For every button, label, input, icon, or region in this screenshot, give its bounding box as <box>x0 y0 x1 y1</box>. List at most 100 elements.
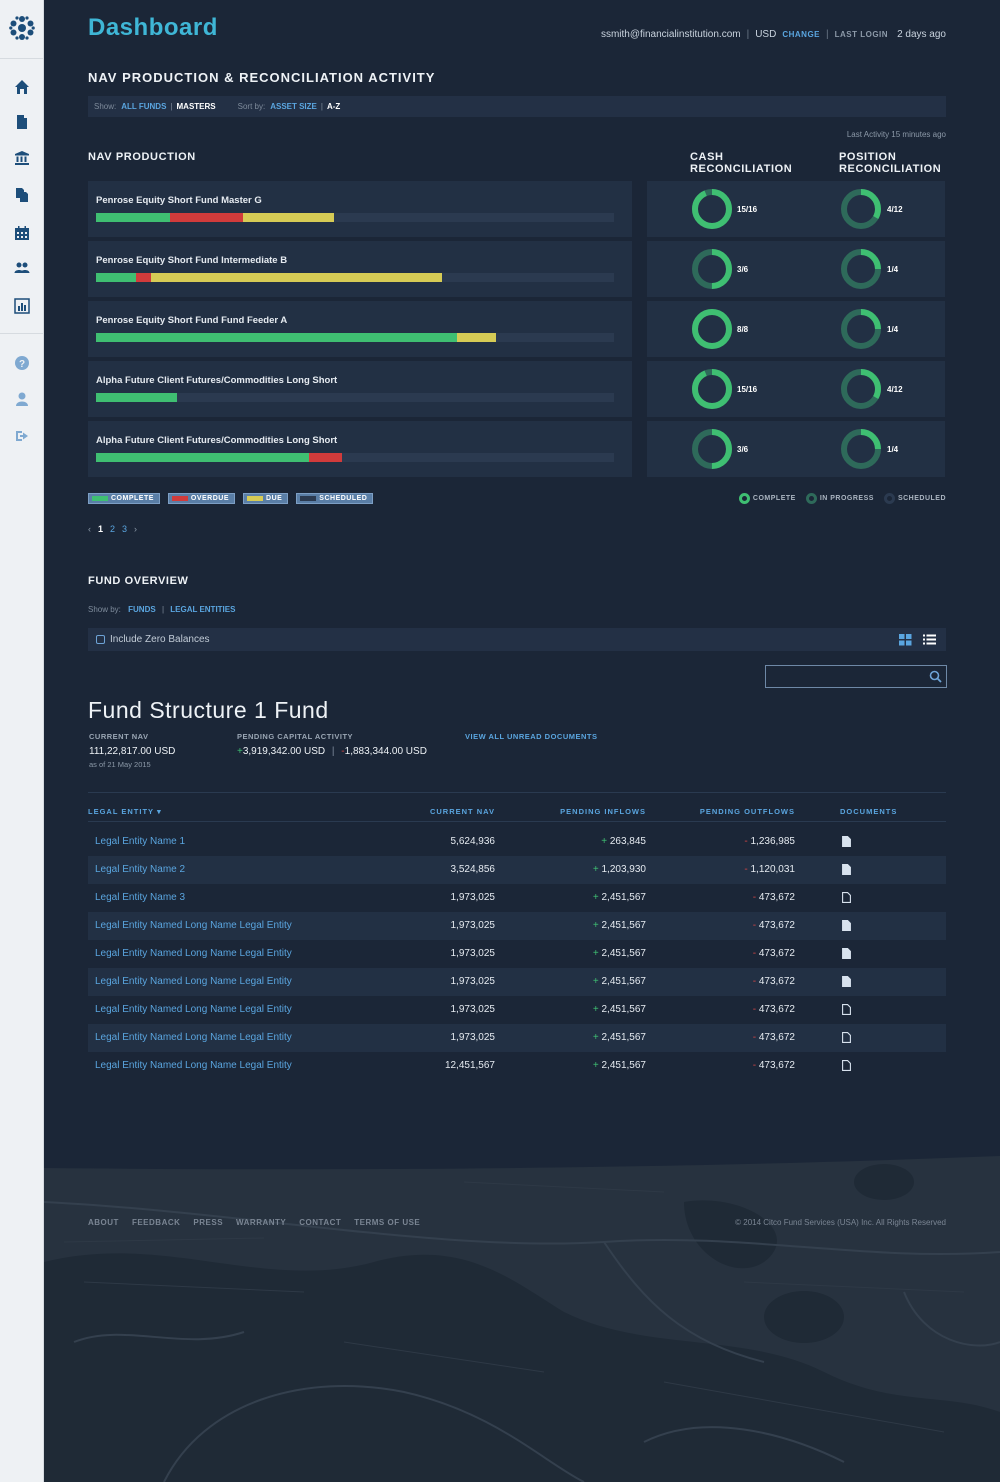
outflow-value: 473,672 <box>758 1032 795 1043</box>
pager-page-2[interactable]: 2 <box>110 524 116 534</box>
legal-entity-link[interactable]: Legal Entity Name 2 <box>95 864 186 875</box>
reconciliation-row: 3/6 1/4 <box>647 421 945 477</box>
document-icon[interactable] <box>842 976 851 987</box>
nav-row[interactable]: Penrose Equity Short Fund Master G <box>88 181 632 237</box>
col-pending-inflows[interactable]: PENDING INFLOWS <box>560 807 646 816</box>
search-icon[interactable] <box>929 670 942 683</box>
logo-icon[interactable] <box>9 15 35 41</box>
position-reconciliation-donut <box>841 189 881 229</box>
table-row[interactable]: Legal Entity Named Long Name Legal Entit… <box>88 1052 946 1080</box>
table-row[interactable]: Legal Entity Name 3 1,973,025 + 2,451,567 -… <box>88 884 946 912</box>
include-zero-checkbox[interactable] <box>96 635 105 644</box>
legal-entity-link[interactable]: Legal Entity Named Long Name Legal Entit… <box>95 1032 292 1043</box>
document-icon[interactable] <box>842 948 851 959</box>
separator: | <box>331 746 335 757</box>
position-reconciliation-title: POSITION RECONCILIATION <box>839 151 941 175</box>
document-icon[interactable] <box>842 892 851 903</box>
help-icon[interactable]: ? <box>12 353 32 373</box>
footer-link-press[interactable]: PRESS <box>193 1218 224 1227</box>
show-by-legal-entities[interactable]: LEGAL ENTITIES <box>170 605 236 614</box>
pending-inflow-cell: + 2,451,567 <box>593 920 646 931</box>
document-icon[interactable] <box>842 1004 851 1015</box>
nav-row[interactable]: Penrose Equity Short Fund Fund Feeder A <box>88 301 632 357</box>
col-current-nav[interactable]: CURRENT NAV <box>429 807 495 816</box>
sort-a-z[interactable]: A-Z <box>326 102 341 111</box>
bank-icon[interactable] <box>12 148 32 168</box>
copy-icon[interactable] <box>12 185 32 205</box>
legal-entity-link[interactable]: Legal Entity Named Long Name Legal Entit… <box>95 920 292 931</box>
users-icon[interactable] <box>12 258 32 278</box>
list-view-icon[interactable] <box>923 633 936 646</box>
legal-entity-link[interactable]: Legal Entity Named Long Name Legal Entit… <box>95 1060 292 1071</box>
cash-reconciliation-label: 3/6 <box>737 265 749 274</box>
col-pending-outflows[interactable]: PENDING OUTFLOWS <box>699 807 795 816</box>
inflow-value: 2,451,567 <box>601 948 647 959</box>
table-row[interactable]: Legal Entity Name 1 5,624,936 + 263,845 - 1… <box>88 828 946 856</box>
user-icon[interactable] <box>12 389 32 409</box>
logout-icon[interactable] <box>12 426 32 446</box>
table-row[interactable]: Legal Entity Name 2 3,524,856 + 1,203,930 -… <box>88 856 946 884</box>
donut-legend-complete: COMPLETE <box>738 493 796 504</box>
pager-next[interactable]: › <box>134 524 138 534</box>
document-icon[interactable] <box>842 1060 851 1071</box>
pager-prev[interactable]: ‹ <box>88 524 91 534</box>
footer-link-contact[interactable]: CONTACT <box>299 1218 342 1227</box>
show-label: Show: <box>94 102 117 111</box>
position-reconciliation-label: 4/12 <box>887 205 903 214</box>
table-row[interactable]: Legal Entity Named Long Name Legal Entit… <box>88 996 946 1024</box>
change-currency-link[interactable]: CHANGE <box>782 30 820 39</box>
bar-segment-complete <box>96 453 310 462</box>
legal-entity-link[interactable]: Legal Entity Named Long Name Legal Entit… <box>95 976 292 987</box>
home-icon[interactable] <box>12 77 32 97</box>
filter-masters[interactable]: MASTERS <box>176 102 216 111</box>
nav-row[interactable]: Penrose Equity Short Fund Intermediate B <box>88 241 632 297</box>
document-icon[interactable] <box>842 836 851 847</box>
donut-legend-in-progress: IN PROGRESS <box>805 493 874 504</box>
view-unread-documents-link[interactable]: VIEW ALL UNREAD DOCUMENTS <box>465 732 598 741</box>
bar-chart-icon[interactable] <box>12 296 32 316</box>
footer-link-warranty[interactable]: WARRANTY <box>236 1218 287 1227</box>
nav-row[interactable]: Alpha Future Client Futures/Commodities … <box>88 421 632 477</box>
legend-complete: COMPLETE <box>88 493 160 504</box>
show-by-funds[interactable]: FUNDS <box>128 605 156 614</box>
document-icon[interactable] <box>842 1032 851 1043</box>
document-icon[interactable] <box>842 920 851 931</box>
grid-view-icon[interactable] <box>899 633 912 646</box>
table-header: LEGAL ENTITY ▾ CURRENT NAV PENDING INFLO… <box>88 800 946 822</box>
table-row[interactable]: Legal Entity Named Long Name Legal Entit… <box>88 968 946 996</box>
documents-cell <box>842 892 851 906</box>
calendar-icon[interactable] <box>12 223 32 243</box>
footer-link-about[interactable]: ABOUT <box>88 1218 119 1227</box>
pending-outflow-cell: - 473,672 <box>753 1060 795 1071</box>
outflow-value: 473,672 <box>758 892 795 903</box>
legend-due: DUE <box>243 493 289 504</box>
position-reconciliation-label: 1/4 <box>887 445 899 454</box>
donut-fill <box>841 309 881 349</box>
pager-page-1[interactable]: 1 <box>98 524 104 534</box>
plus-sign: + <box>592 1004 602 1015</box>
search-input[interactable] <box>766 666 926 687</box>
table-row[interactable]: Legal Entity Named Long Name Legal Entit… <box>88 912 946 940</box>
pending-inflow-cell: + 2,451,567 <box>593 892 646 903</box>
footer-link-feedback[interactable]: FEEDBACK <box>131 1218 181 1227</box>
table-row[interactable]: Legal Entity Named Long Name Legal Entit… <box>88 940 946 968</box>
col-legal-entity[interactable]: LEGAL ENTITY ▾ <box>88 807 162 816</box>
filter-all-funds[interactable]: ALL FUNDS <box>121 102 167 111</box>
sort-asset-size[interactable]: ASSET SIZE <box>270 102 317 111</box>
document-icon[interactable] <box>842 864 851 875</box>
inflow-value: 1,203,930 <box>601 864 647 875</box>
document-icon[interactable] <box>12 112 32 132</box>
legal-entity-link[interactable]: Legal Entity Named Long Name Legal Entit… <box>95 948 292 959</box>
pager-page-3[interactable]: 3 <box>122 524 128 534</box>
legal-entity-link[interactable]: Legal Entity Name 3 <box>95 892 186 903</box>
pending-outflow-total: 1,883,344.00 USD <box>344 746 427 757</box>
cash-reconciliation-label: 3/6 <box>737 445 749 454</box>
nav-row[interactable]: Alpha Future Client Futures/Commodities … <box>88 361 632 417</box>
legend-swatch <box>92 496 108 501</box>
footer-link-terms-of-use[interactable]: TERMS OF USE <box>354 1218 421 1227</box>
table-row[interactable]: Legal Entity Named Long Name Legal Entit… <box>88 1024 946 1052</box>
col-documents[interactable]: DOCUMENTS <box>840 807 898 816</box>
last-activity: Last Activity 15 minutes ago <box>846 130 946 139</box>
legal-entity-link[interactable]: Legal Entity Named Long Name Legal Entit… <box>95 1004 292 1015</box>
legal-entity-link[interactable]: Legal Entity Name 1 <box>95 836 186 847</box>
